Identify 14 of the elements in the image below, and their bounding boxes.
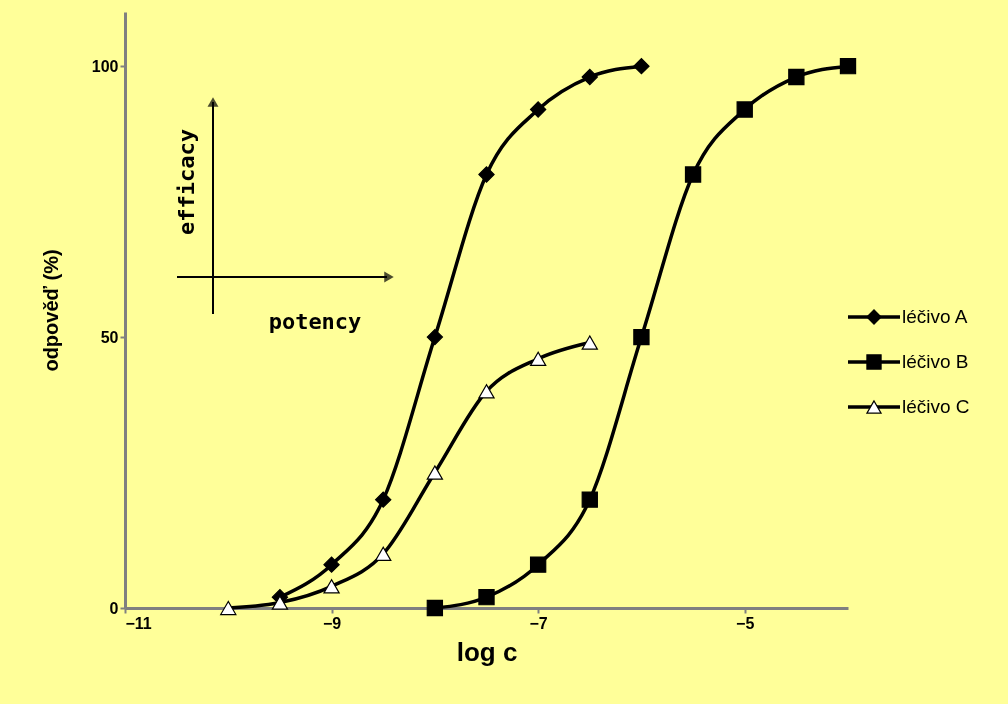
x-axis-title: log c [456,636,518,667]
legend-label: léčivo C [902,396,970,417]
annotation: potency [268,309,362,334]
annotation: efficacy [174,129,199,235]
y-axis-title: odpověď (%) [39,249,62,372]
x-tick-label: −7 [529,614,548,632]
y-tick-label: 50 [100,328,119,346]
x-tick-label: −11 [125,614,152,632]
y-tick-label: 100 [91,57,119,75]
x-tick-label: −9 [322,614,342,632]
x-tick-label: −5 [736,614,755,632]
y-tick-label: 0 [109,599,119,617]
legend-label: léčivo B [902,351,969,372]
legend-label: léčivo A [902,306,968,327]
